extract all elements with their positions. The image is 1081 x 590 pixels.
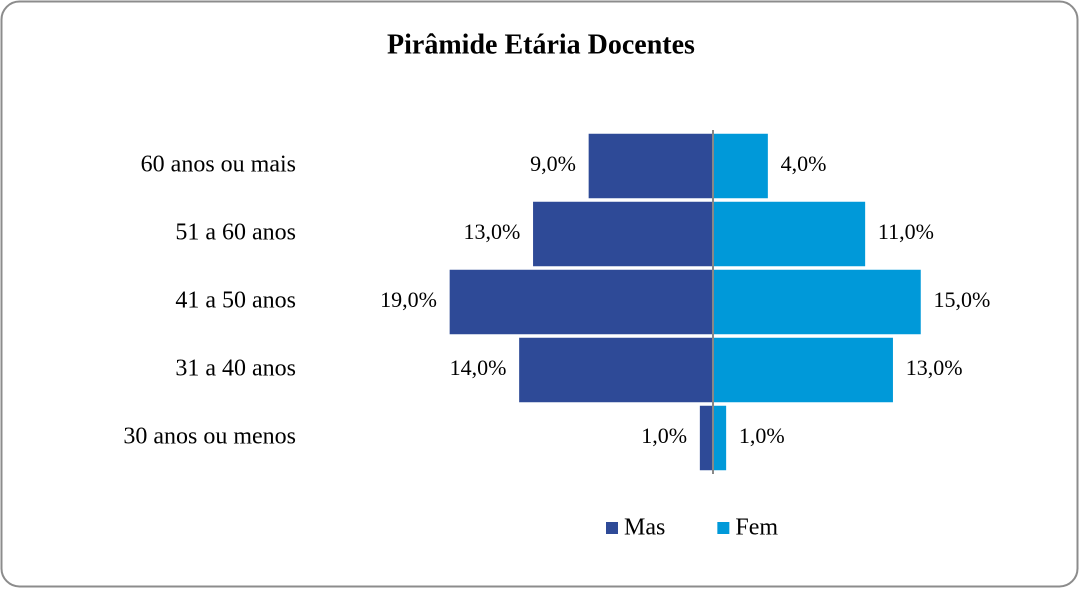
legend-label: Mas (624, 515, 665, 541)
y-tick-label: 41 a 50 anos (175, 288, 296, 314)
bar (712, 268, 923, 336)
data-label: 14,0% (450, 355, 507, 380)
y-tick-label: 60 anos ou mais (141, 152, 296, 178)
legend-swatch (606, 522, 618, 534)
bar (531, 200, 714, 268)
bar (448, 268, 714, 336)
legend-label: Fem (735, 515, 778, 541)
data-label: 1,0% (641, 423, 687, 448)
data-label: 19,0% (380, 287, 437, 312)
y-tick-label: 51 a 60 anos (175, 220, 296, 246)
y-tick-label: 31 a 40 anos (175, 356, 296, 382)
data-label: 15,0% (934, 287, 991, 312)
data-label: 13,0% (463, 219, 520, 244)
bar (712, 200, 867, 268)
bar (712, 132, 770, 200)
legend-swatch (717, 522, 730, 534)
y-tick-label: 30 anos ou menos (123, 424, 296, 450)
bar (517, 336, 714, 404)
bar (587, 132, 714, 200)
bar (712, 404, 728, 472)
data-label: 9,0% (530, 151, 576, 176)
bar (712, 336, 895, 404)
bar (698, 404, 714, 472)
data-label: 1,0% (739, 423, 785, 448)
chart-title: Pirâmide Etária Docentes (387, 29, 695, 60)
data-label: 13,0% (906, 355, 963, 380)
data-label: 11,0% (878, 219, 934, 244)
data-label: 4,0% (781, 151, 827, 176)
